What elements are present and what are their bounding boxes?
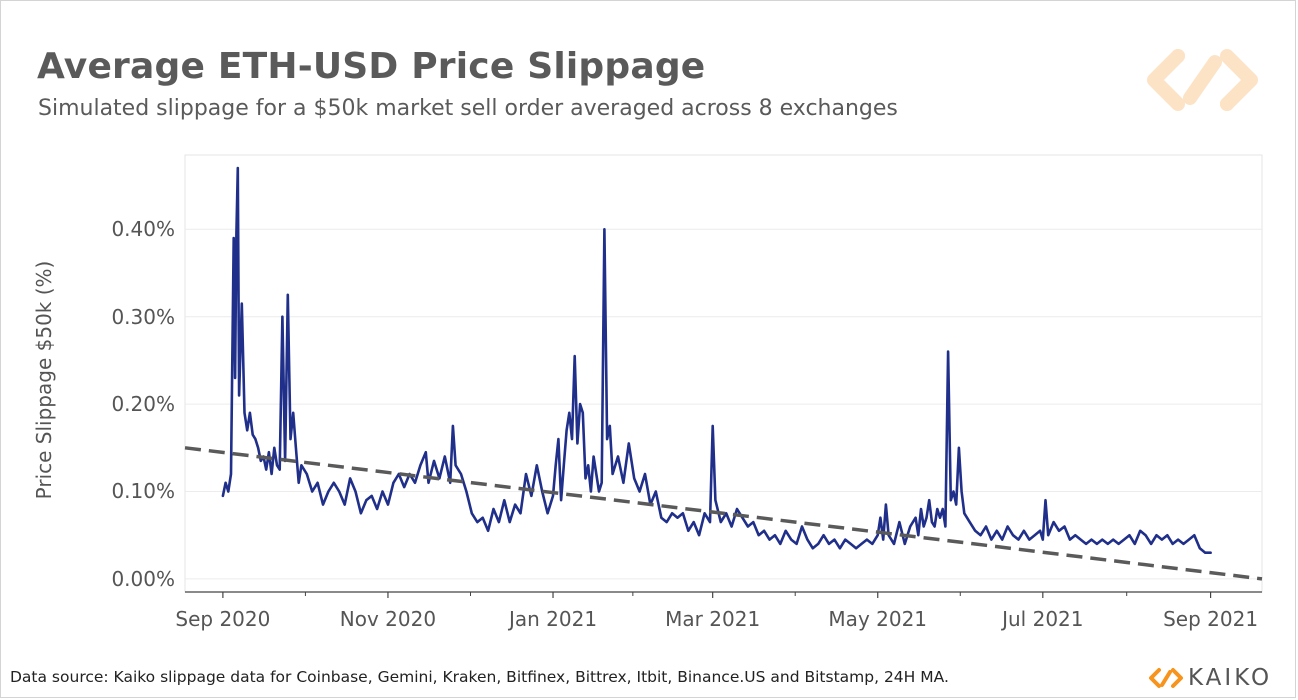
kaiko-brand: KAIKO: [1148, 663, 1272, 693]
series-layer: [184, 166, 1263, 581]
x-tick-label: Mar 2021: [665, 607, 761, 631]
y-tick-label: 0.10%: [111, 479, 175, 504]
y-tick-label: 0.00%: [111, 566, 175, 591]
data-source-note: Data source: Kaiko slippage data for Coi…: [10, 668, 949, 686]
grid-lines: [184, 154, 1263, 593]
x-tick-label: Nov 2020: [339, 607, 437, 631]
trend-line: [184, 446, 1263, 581]
plot-area: [184, 154, 1263, 593]
kaiko-logo-icon: [1149, 668, 1183, 688]
brand-name: KAIKO: [1188, 665, 1273, 691]
x-tick-label: Jan 2021: [508, 607, 598, 631]
x-tick-label: Jul 2021: [1002, 607, 1084, 631]
x-tick-label: Sep 2020: [175, 607, 271, 631]
chart-title: Average ETH-USD Price Slippage: [37, 46, 706, 87]
slippage-series-line: [221, 166, 1212, 555]
x-tick-label: Sep 2021: [1163, 607, 1259, 631]
chart-subtitle: Simulated slippage for a $50k market sel…: [38, 96, 898, 121]
x-axis: [185, 591, 1262, 598]
y-tick-label: 0.30%: [111, 304, 175, 329]
y-tick-label: 0.40%: [111, 217, 175, 242]
x-tick-label: May 2021: [828, 607, 928, 631]
y-tick-label: 0.20%: [111, 392, 175, 417]
kaiko-watermark-icon: [1147, 49, 1258, 111]
